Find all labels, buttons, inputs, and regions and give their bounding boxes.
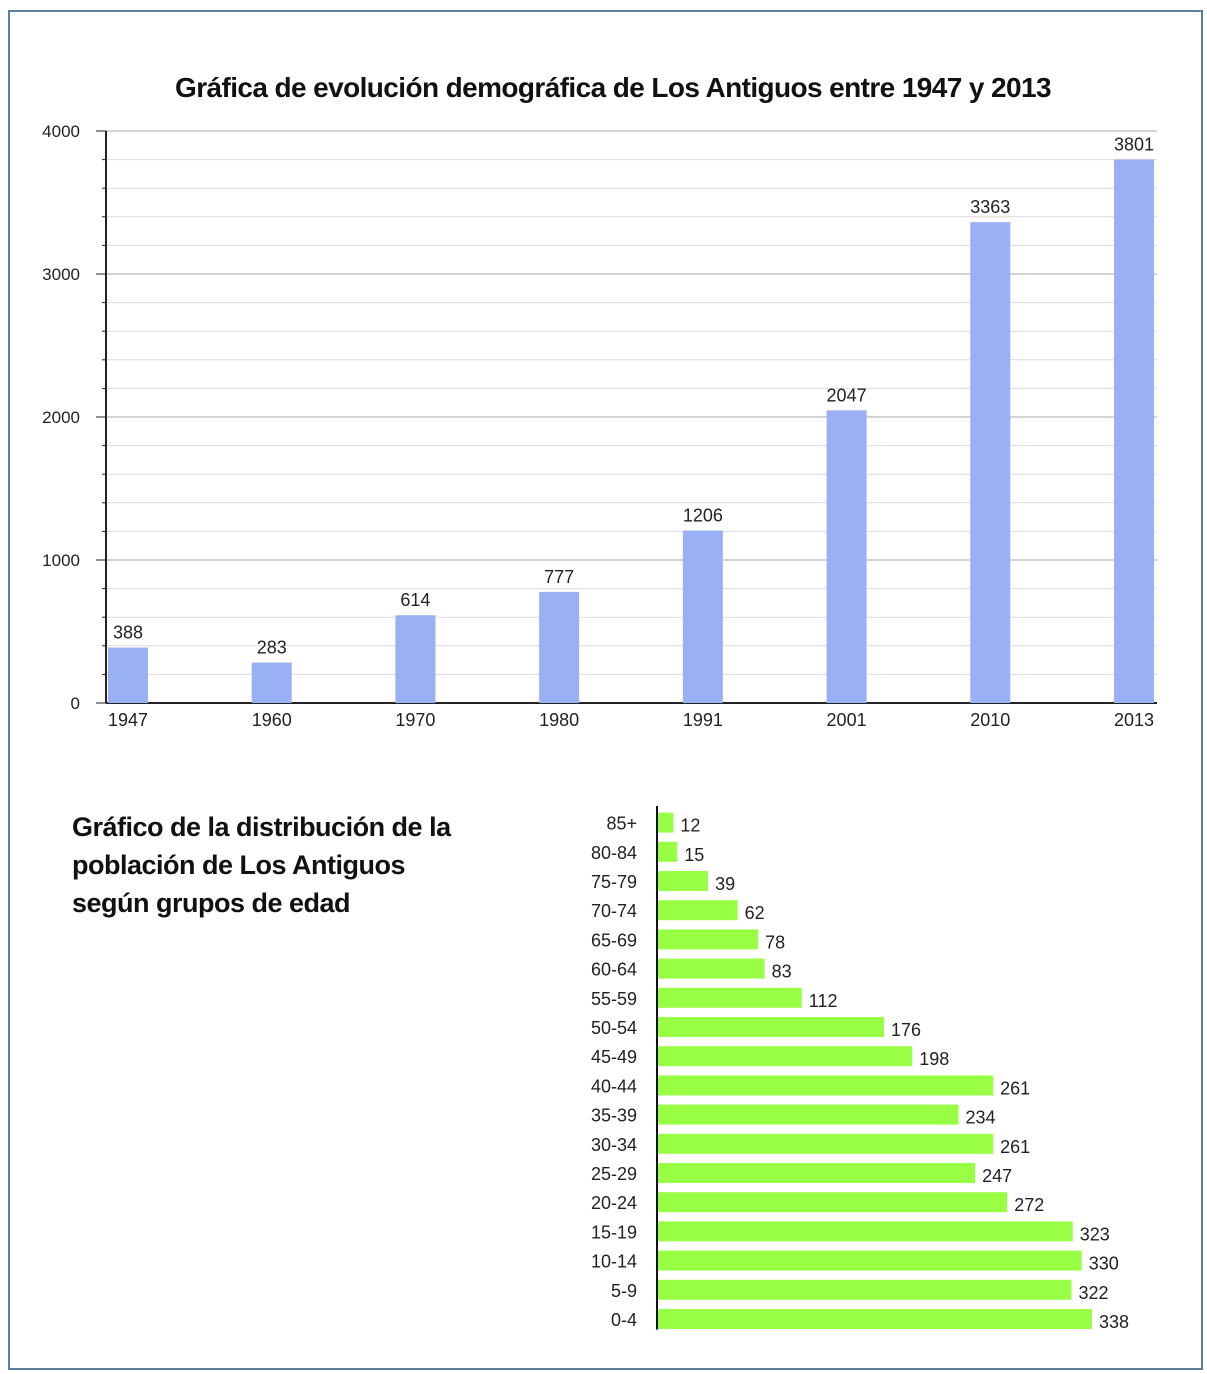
x-tick-label: 1991 [683,710,723,730]
bar-2001 [826,410,867,703]
bar-value-label: 3363 [970,197,1010,217]
x-tick-label: 1970 [395,710,435,730]
x-tick-label: 1947 [108,710,148,730]
bar-1947 [108,647,148,703]
bar-1991 [682,530,723,703]
x-tick-label: 2013 [1114,710,1154,730]
y-tick-label: 1000 [42,551,80,570]
y-tick-label: 2000 [42,408,80,427]
bar-2010 [970,222,1011,703]
bar-1970 [395,615,436,703]
age-pyramid-title-line: población de Los Antiguos [72,850,406,880]
bar-1960 [251,662,292,703]
age-pyramid-title-line: Gráfico de la distribución de la [72,812,451,842]
bar-value-label: 3801 [1114,134,1154,154]
age-pyramid-title-line: según grupos de edad [72,888,351,918]
y-tick-label: 4000 [42,122,80,141]
x-tick-label: 1960 [252,710,292,730]
population-bar-chart: Gráfica de evolución demográfica de Los … [42,72,1157,730]
x-tick-label: 2010 [970,710,1010,730]
bar-chart-bars: 388 283 614 777 1206 2047 3363 3801 [108,134,1154,703]
x-tick-label: 1980 [539,710,579,730]
bar-value-label: 388 [113,623,143,643]
y-tick-label: 3000 [42,265,80,284]
y-tick-label: 0 [71,694,80,713]
bar-value-label: 777 [544,567,574,587]
x-tick-label: 2001 [827,710,867,730]
bar-value-label: 283 [257,638,287,658]
bar-value-label: 1206 [683,506,723,526]
bar-1980 [539,591,580,703]
bar-2013 [1114,159,1154,703]
bar-value-label: 614 [400,590,430,610]
bar-value-label: 2047 [827,385,867,405]
age-pyramid-title: Gráfico de la distribución de la poblaci… [72,808,542,922]
bar-chart-title: Gráfica de evolución demográfica de Los … [175,72,1051,103]
